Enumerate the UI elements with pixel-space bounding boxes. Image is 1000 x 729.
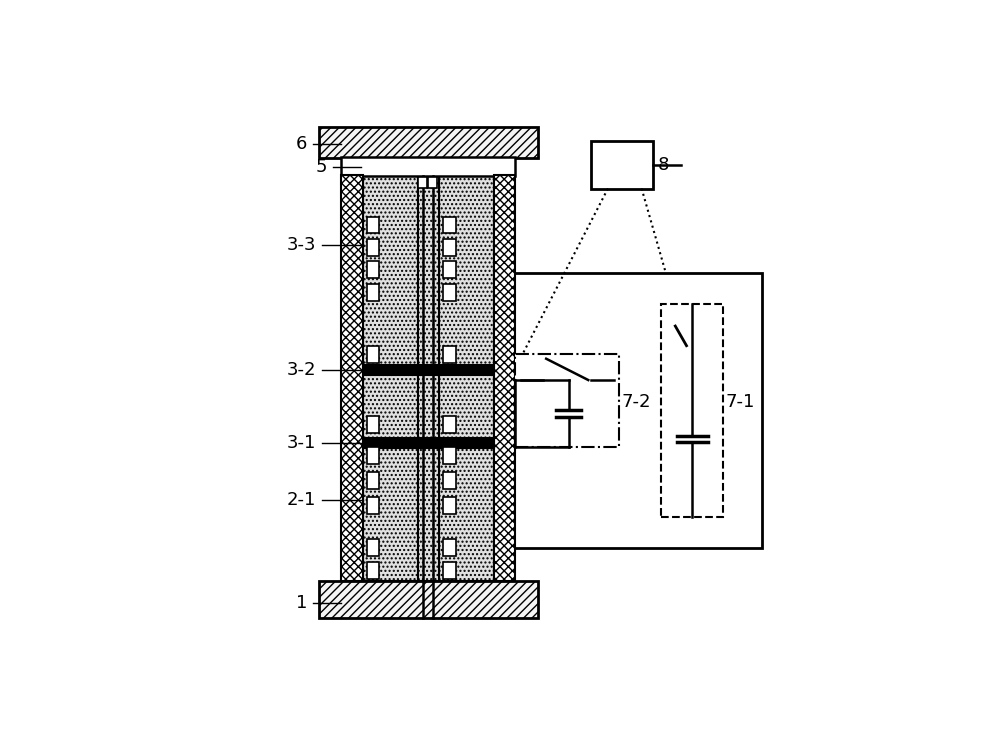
Bar (443, 447, 456, 464)
Text: 6: 6 (296, 135, 308, 152)
Bar (507, 273, 762, 547)
Bar (515, 354, 619, 447)
Bar (367, 217, 379, 233)
Bar (443, 416, 456, 433)
Bar (367, 284, 379, 301)
Bar (367, 346, 379, 362)
Bar (341, 175, 363, 582)
Bar (367, 497, 379, 514)
Text: 7-2: 7-2 (622, 393, 651, 411)
Text: 7-1: 7-1 (726, 393, 755, 411)
Bar (319, 127, 538, 157)
Bar (443, 262, 456, 278)
Bar (367, 416, 379, 433)
Bar (661, 303, 723, 517)
Bar (367, 447, 379, 464)
Bar (367, 262, 379, 278)
Bar (363, 364, 494, 375)
Text: 3-2: 3-2 (287, 361, 316, 379)
Bar (443, 562, 456, 579)
Text: 1: 1 (296, 594, 308, 612)
Bar (443, 239, 456, 256)
Bar (363, 175, 418, 582)
Bar (367, 472, 379, 489)
Bar (428, 176, 437, 188)
Bar (341, 157, 515, 176)
Text: 3-1: 3-1 (287, 434, 316, 452)
Text: 2-1: 2-1 (287, 491, 316, 509)
Bar (319, 582, 538, 618)
Text: 5: 5 (316, 158, 327, 176)
Bar (367, 239, 379, 256)
Text: 3-3: 3-3 (287, 235, 316, 254)
Bar (591, 141, 653, 189)
Bar (418, 175, 439, 582)
Bar (367, 562, 379, 579)
Bar (443, 472, 456, 489)
Bar (494, 175, 515, 582)
Bar (439, 175, 494, 582)
Bar (443, 497, 456, 514)
Bar (418, 176, 427, 188)
Bar (367, 539, 379, 556)
Bar (443, 346, 456, 362)
Bar (443, 284, 456, 301)
Bar (363, 438, 494, 448)
Bar (443, 217, 456, 233)
Bar (443, 539, 456, 556)
Text: 8: 8 (657, 156, 669, 174)
